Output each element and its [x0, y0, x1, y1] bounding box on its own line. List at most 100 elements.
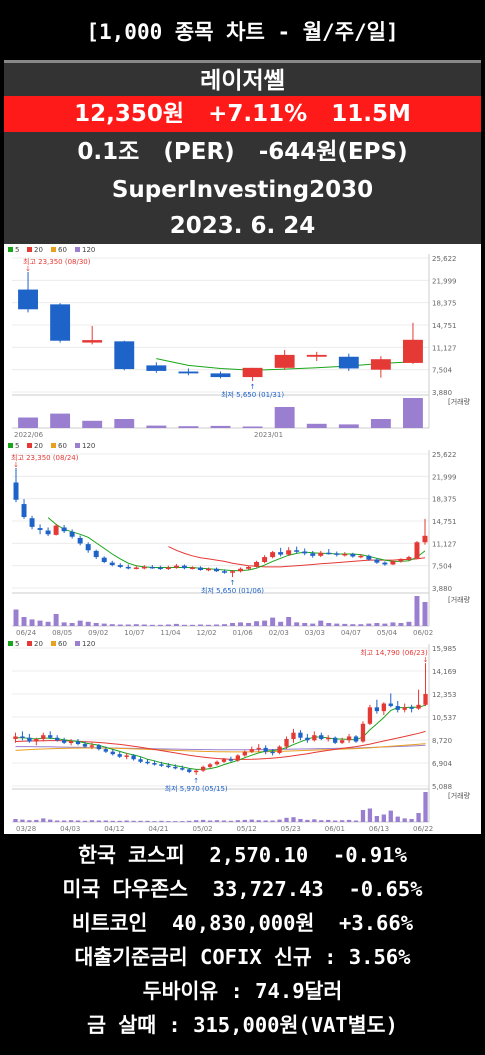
volume-bar [45, 621, 51, 626]
candle-body [61, 740, 67, 743]
volume-bar [53, 614, 59, 626]
candle-body [416, 704, 421, 709]
candle-body [187, 769, 192, 772]
y-tick-label: 21,999 [432, 473, 457, 481]
volume-bar [390, 622, 396, 626]
volume-bar [374, 623, 380, 626]
legend-label-ma60: 60 [58, 442, 67, 450]
volume-bar [235, 820, 241, 822]
volume-label: [거래량 [448, 595, 471, 604]
y-tick-label: 6,904 [432, 760, 453, 768]
candle-body [21, 504, 27, 518]
candle-body [319, 735, 324, 739]
volume-bar [96, 820, 102, 822]
volume-bar [338, 424, 359, 428]
candle-body [207, 764, 213, 767]
legend-swatch-ma120 [75, 641, 80, 646]
volume-bar [18, 417, 38, 428]
candle-body [342, 553, 348, 556]
x-tick-label: 06/24 [16, 629, 37, 637]
candle-body [334, 553, 340, 555]
monthly-chart-panel: 25,622 21,999 18,375 14,751 11,127 7,504 3,880… [4, 244, 481, 440]
candle-body [13, 482, 19, 500]
y-tick-label: 11,127 [432, 344, 457, 352]
per-label: (PER) [163, 139, 235, 165]
volume-bar [93, 623, 99, 626]
volume-bar [238, 622, 244, 626]
candle-body [173, 565, 179, 568]
candle-body [37, 528, 43, 530]
candle-body [53, 525, 59, 535]
volume-bar [109, 624, 115, 626]
volume-bar [55, 820, 60, 822]
volume-bar [48, 819, 53, 822]
candle-body [242, 751, 247, 756]
volume-bar [214, 820, 220, 822]
candle-body [68, 741, 74, 744]
legend-label-ma5: 5 [15, 442, 19, 450]
trade-volume: 11.5M [331, 101, 411, 127]
candle-body [277, 746, 282, 753]
candle-body [166, 765, 171, 768]
candle-body [93, 550, 99, 558]
y-tick-label: 7,504 [432, 367, 453, 375]
y-tick-label: 11,127 [432, 540, 457, 548]
min-price-label: 최저 5,970 (05/15) [165, 784, 228, 793]
candle-body [338, 356, 359, 369]
candle-body [367, 707, 373, 724]
legend-swatch-ma60 [51, 247, 56, 252]
volume-bar [145, 820, 150, 822]
volume-bar [20, 819, 25, 822]
volume-bar [34, 819, 39, 822]
volume-bar [89, 820, 95, 822]
volume-bar [398, 623, 404, 626]
x-tick-label: 03/03 [305, 629, 325, 637]
legend-label-ma60: 60 [58, 246, 67, 254]
candle-body [390, 561, 396, 565]
candle-body [310, 553, 316, 556]
volume-bar [395, 816, 400, 822]
candle-body [370, 359, 391, 370]
cofix-row: 대출기준금리 COFIX 신규 : 3.56% [4, 940, 481, 974]
volume-bar [284, 817, 289, 822]
candle-body [403, 339, 423, 363]
volume-bar [117, 624, 123, 626]
candle-body [149, 566, 155, 569]
stock-name: 레이저쎌 [4, 60, 481, 96]
volume-bar [124, 820, 129, 822]
candle-body [374, 707, 380, 712]
candle-body [165, 567, 171, 570]
volume-bar [178, 426, 199, 428]
volume-bar [381, 814, 386, 822]
legend-swatch-ma5 [8, 641, 13, 646]
candle-body [200, 766, 206, 771]
candle-body [48, 735, 53, 738]
volume-bar [221, 820, 227, 822]
volume-bar [82, 820, 88, 822]
kospi-row: 한국 코스피 2,570.10 -0.91% [4, 838, 481, 872]
max-price-label: 최고 23,350 (08/24) [11, 453, 79, 462]
candle-body [210, 373, 231, 378]
legend-label-ma120: 120 [82, 246, 95, 254]
volume-bar [189, 624, 195, 626]
max-price-label: 최고 14,790 (06/23) [360, 648, 428, 657]
kospi-value: 2,570.10 [209, 843, 309, 867]
candle-body [402, 707, 407, 710]
volume-bar [294, 622, 300, 626]
candle-body [284, 738, 289, 747]
x-tick-label: 03/28 [16, 825, 36, 833]
price-value: 12,350원 [74, 101, 185, 127]
volume-bar [85, 621, 91, 626]
candle-body [214, 761, 220, 765]
candle-body [270, 751, 275, 754]
candle-body [146, 365, 167, 371]
volume-bar [141, 624, 147, 626]
x-tick-label: 05/12 [237, 825, 257, 833]
candle-body [82, 340, 103, 343]
candle-body [103, 749, 108, 752]
candle-body [189, 567, 195, 570]
candle-body [18, 289, 38, 310]
candle-body [274, 354, 295, 368]
volume-bar [423, 792, 428, 822]
candle-body [353, 736, 359, 742]
